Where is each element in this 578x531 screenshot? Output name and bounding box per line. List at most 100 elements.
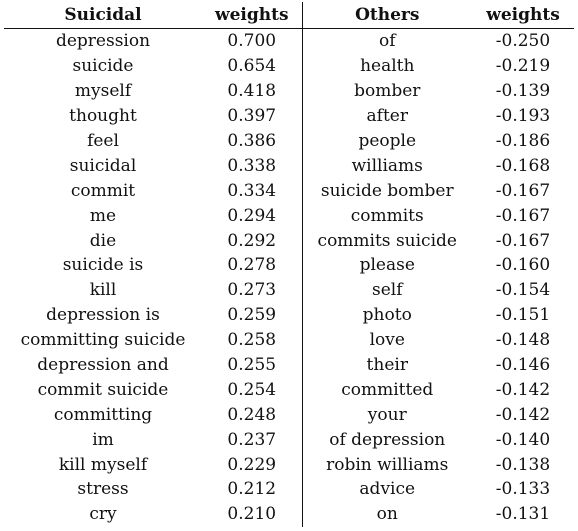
cell-suicidal-term: thought [69, 106, 137, 127]
cell-others-term: of depression [329, 429, 446, 450]
cell-others-term: commits suicide [317, 230, 457, 251]
cell-others-weight: -0.168 [495, 155, 551, 176]
cell-suicidal-weight: 0.254 [202, 377, 303, 403]
cell-others-term: love [369, 330, 405, 351]
cell-others-term: after [366, 106, 408, 127]
cell-others-weight: -0.148 [495, 330, 551, 351]
cell-suicidal-term: commit [70, 180, 136, 201]
table-row: cry 0.210 on -0.131 [4, 501, 574, 527]
cell-suicidal-term: suicide is [62, 255, 144, 276]
table-header: Suicidal weights Others weights [4, 2, 574, 29]
cell-others-term: people [358, 131, 417, 151]
cell-others-term: commits [350, 205, 424, 226]
cell-others-term: of [378, 31, 396, 52]
cell-suicidal-term: suicide [72, 56, 134, 77]
cell-suicidal-weight: 0.294 [202, 203, 303, 229]
table-row: kill myself 0.229 robin williams -0.138 [4, 452, 574, 478]
cell-suicidal-term: depression [55, 31, 151, 52]
cell-others-weight: -0.167 [495, 205, 551, 226]
cell-others-term: bomber [354, 81, 421, 102]
cell-suicidal-weight: 0.229 [202, 452, 303, 478]
table-row: suicide is 0.278 please -0.160 [4, 253, 574, 278]
cell-suicidal-term: depression and [37, 355, 169, 376]
cell-suicidal-term: kill myself [58, 454, 148, 475]
cell-others-weight: -0.250 [495, 31, 551, 52]
table-row: depression and 0.255 their -0.146 [4, 352, 574, 378]
header-suicidal: Suicidal [4, 2, 202, 29]
cell-suicidal-term: commit suicide [37, 379, 169, 400]
cell-others-weight: -0.167 [495, 180, 551, 201]
table-row: committing 0.248 your -0.142 [4, 402, 574, 428]
cell-others-term: photo [362, 305, 412, 326]
cell-suicidal-weight: 0.210 [202, 501, 303, 527]
table-row: myself 0.418 bomber -0.139 [4, 78, 574, 104]
table-row: suicidal 0.338 williams -0.168 [4, 153, 574, 179]
cell-suicidal-weight: 0.334 [202, 178, 303, 204]
cell-others-weight: -0.193 [495, 106, 551, 127]
cell-others-term: suicide bomber [320, 180, 454, 201]
cell-suicidal-weight: 0.258 [202, 327, 303, 353]
header-suicidal-weights: weights [202, 2, 303, 29]
cell-suicidal-term: myself [74, 81, 132, 102]
cell-suicidal-weight: 0.278 [202, 253, 303, 278]
cell-suicidal-term: stress [77, 479, 129, 500]
cell-others-term: robin williams [326, 454, 449, 475]
cell-others-weight: -0.160 [495, 255, 551, 276]
table-row: im 0.237 of depression -0.140 [4, 427, 574, 453]
cell-others-term: on [376, 504, 398, 525]
cell-others-weight: -0.186 [495, 131, 551, 151]
table-row: commit 0.334 suicide bomber -0.167 [4, 178, 574, 204]
table-row: committing suicide 0.258 love -0.148 [4, 327, 574, 353]
cell-others-weight: -0.167 [495, 230, 551, 251]
cell-suicidal-weight: 0.386 [202, 128, 303, 154]
cell-others-term: their [366, 355, 408, 376]
cell-others-weight: -0.131 [495, 504, 551, 525]
cell-others-term: williams [351, 155, 423, 176]
cell-others-weight: -0.142 [495, 379, 551, 400]
cell-others-term: self [371, 280, 403, 301]
cell-others-weight: -0.133 [495, 479, 551, 500]
feature-weights-table: Suicidal weights Others weights depressi… [4, 2, 574, 527]
cell-others-weight: -0.151 [495, 305, 551, 326]
table-row: depression is 0.259 photo -0.151 [4, 302, 574, 328]
cell-suicidal-weight: 0.700 [202, 28, 303, 54]
cell-suicidal-term: cry [89, 504, 117, 525]
cell-others-weight: -0.219 [495, 56, 551, 77]
cell-suicidal-weight: 0.418 [202, 78, 303, 104]
cell-suicidal-term: die [89, 230, 117, 251]
header-row: Suicidal weights Others weights [4, 2, 574, 29]
cell-suicidal-weight: 0.259 [202, 302, 303, 328]
cell-others-term: please [359, 255, 415, 276]
cell-others-term: committed [341, 379, 434, 400]
cell-suicidal-term: feel [87, 131, 119, 151]
table-row: depression 0.700 of -0.250 [4, 28, 574, 54]
table-row: thought 0.397 after -0.193 [4, 103, 574, 129]
cell-others-weight: -0.138 [495, 454, 551, 475]
cell-suicidal-weight: 0.273 [202, 277, 303, 303]
cell-others-weight: -0.142 [495, 404, 551, 425]
cell-suicidal-weight: 0.397 [202, 103, 303, 129]
header-others: Others [302, 2, 472, 29]
table-row: me 0.294 commits -0.167 [4, 203, 574, 229]
cell-others-weight: -0.146 [495, 355, 551, 376]
cell-suicidal-term: committing [53, 404, 153, 425]
cell-suicidal-term: suicidal [69, 155, 137, 176]
cell-suicidal-weight: 0.292 [202, 228, 303, 254]
cell-suicidal-weight: 0.248 [202, 402, 303, 428]
table-body: depression 0.700 of -0.250 suicide 0.654 healt… [4, 28, 574, 527]
cell-suicidal-weight: 0.237 [202, 427, 303, 453]
cell-suicidal-term: im [92, 429, 114, 450]
table-row: suicide 0.654 health -0.219 [4, 53, 574, 79]
cell-suicidal-weight: 0.255 [202, 352, 303, 378]
table-row: kill 0.273 self -0.154 [4, 277, 574, 303]
table-row: feel 0.386 people -0.186 [4, 128, 574, 154]
cell-others-weight: -0.154 [495, 280, 551, 301]
cell-others-term: your [367, 404, 407, 425]
cell-others-term: health [360, 56, 415, 77]
cell-others-weight: -0.140 [495, 429, 551, 450]
cell-suicidal-term: depression is [46, 305, 160, 326]
table-row: die 0.292 commits suicide -0.167 [4, 228, 574, 254]
cell-suicidal-weight: 0.654 [202, 53, 303, 79]
cell-suicidal-term: me [89, 205, 117, 226]
cell-others-term: advice [359, 479, 416, 500]
